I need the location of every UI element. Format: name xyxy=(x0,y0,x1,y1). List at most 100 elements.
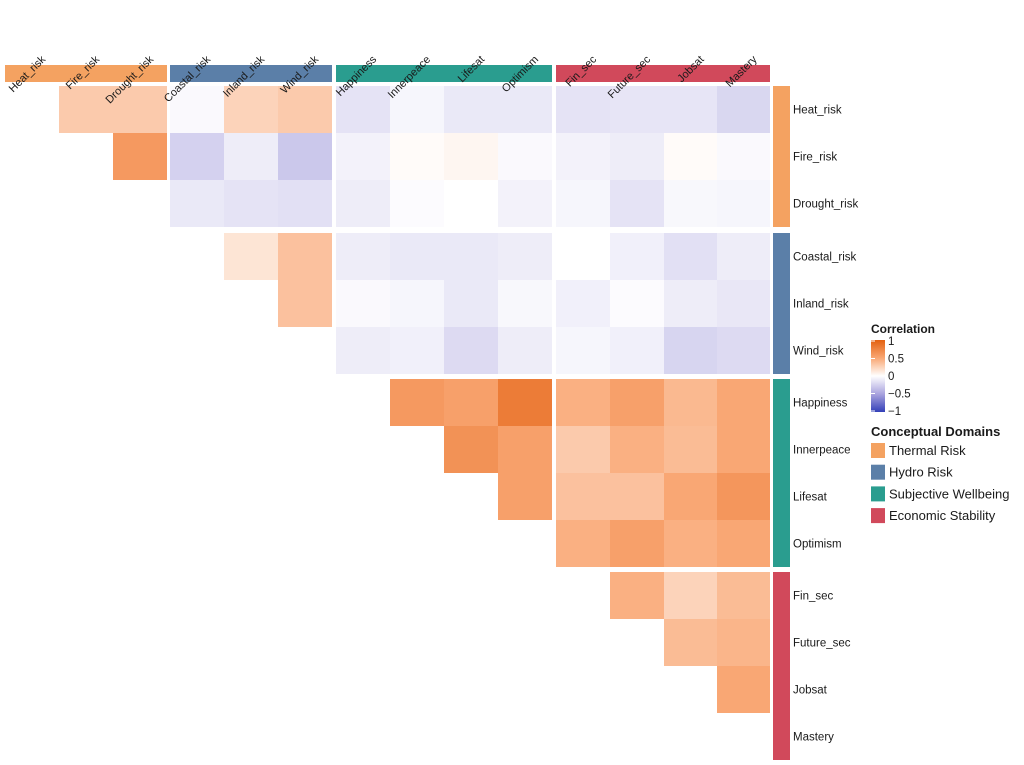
cell-Heat_risk-Mastery xyxy=(717,86,770,133)
column-domain-bar-0 xyxy=(5,65,167,82)
cell-Drought_risk-Happiness xyxy=(336,180,390,227)
cell-Lifesat-Mastery xyxy=(717,473,770,520)
cell-Jobsat-Mastery xyxy=(717,666,770,713)
cell-Happiness-Optimism xyxy=(498,379,552,426)
cell-Fin_sec-Future_sec xyxy=(610,572,664,619)
cell-Coastal_risk-Fin_sec xyxy=(556,233,610,280)
row-label: Fire_risk xyxy=(793,152,837,164)
cell-Optimism-Mastery xyxy=(717,520,770,567)
cell-Heat_risk-Optimism xyxy=(498,86,552,133)
cell-Coastal_risk-Future_sec xyxy=(610,233,664,280)
cell-Heat_risk-Fin_sec xyxy=(556,86,610,133)
row-domain-bar-2 xyxy=(773,379,790,567)
domain-legend: Conceptual Domains Thermal Risk Hydro Ris… xyxy=(871,424,1009,524)
colorbar-tick-label: 0.5 xyxy=(888,354,904,366)
cell-Fire_risk-Mastery xyxy=(717,133,770,180)
cell-Wind_risk-Mastery xyxy=(717,327,770,374)
cell-Drought_risk-Jobsat xyxy=(664,180,717,227)
row-domain-bar-1 xyxy=(773,233,790,374)
cell-Heat_risk-Future_sec xyxy=(610,86,664,133)
cell-Innerpeace-Mastery xyxy=(717,426,770,473)
row-label: Fin_sec xyxy=(793,591,834,603)
cell-Future_sec-Jobsat xyxy=(664,619,717,666)
cell-Fire_risk-Wind_risk xyxy=(278,133,332,180)
column-domain-bar-1 xyxy=(170,65,332,82)
domain-legend-label: Subjective Wellbeing xyxy=(889,486,1009,501)
cell-Drought_risk-Future_sec xyxy=(610,180,664,227)
cell-Coastal_risk-Lifesat xyxy=(444,233,498,280)
cell-Inland_risk-Innerpeace xyxy=(390,280,444,327)
cell-Fire_risk-Coastal_risk xyxy=(170,133,224,180)
cell-Fire_risk-Inland_risk xyxy=(224,133,278,180)
column-domain-bar-2 xyxy=(336,65,552,82)
correlation-legend: Correlation 1 0.5 0 −0.5 −1 xyxy=(871,322,935,418)
domain-legend-label: Economic Stability xyxy=(889,508,996,523)
cell-Lifesat-Future_sec xyxy=(610,473,664,520)
cell-Wind_risk-Innerpeace xyxy=(390,327,444,374)
cell-Heat_risk-Inland_risk xyxy=(224,86,278,133)
domain-legend-item: Thermal Risk xyxy=(871,443,966,458)
cell-Optimism-Future_sec xyxy=(610,520,664,567)
cell-Fire_risk-Happiness xyxy=(336,133,390,180)
cell-Coastal_risk-Happiness xyxy=(336,233,390,280)
cell-Drought_risk-Mastery xyxy=(717,180,770,227)
cell-Wind_risk-Happiness xyxy=(336,327,390,374)
cell-Heat_risk-Drought_risk xyxy=(113,86,167,133)
cell-Drought_risk-Optimism xyxy=(498,180,552,227)
cell-Wind_risk-Lifesat xyxy=(444,327,498,374)
cell-Inland_risk-Jobsat xyxy=(664,280,717,327)
colorbar-tick-label: −0.5 xyxy=(888,389,911,401)
cell-Happiness-Future_sec xyxy=(610,379,664,426)
row-label: Lifesat xyxy=(793,492,828,504)
row-label: Future_sec xyxy=(793,638,851,650)
cell-Wind_risk-Optimism xyxy=(498,327,552,374)
cell-Heat_risk-Wind_risk xyxy=(278,86,332,133)
cell-Coastal_risk-Innerpeace xyxy=(390,233,444,280)
row-label: Optimism xyxy=(793,539,842,551)
cell-Fire_risk-Jobsat xyxy=(664,133,717,180)
cell-Drought_risk-Inland_risk xyxy=(224,180,278,227)
cell-Future_sec-Mastery xyxy=(717,619,770,666)
cell-Inland_risk-Future_sec xyxy=(610,280,664,327)
domain-legend-label: Thermal Risk xyxy=(889,443,966,458)
cell-Innerpeace-Optimism xyxy=(498,426,552,473)
cell-Coastal_risk-Optimism xyxy=(498,233,552,280)
cell-Inland_risk-Wind_risk xyxy=(278,280,332,327)
row-label: Wind_risk xyxy=(793,346,844,358)
cell-Drought_risk-Wind_risk xyxy=(278,180,332,227)
cell-Drought_risk-Innerpeace xyxy=(390,180,444,227)
heatmap-cells xyxy=(59,86,770,713)
cell-Inland_risk-Fin_sec xyxy=(556,280,610,327)
cell-Lifesat-Jobsat xyxy=(664,473,717,520)
row-domain-bar-0 xyxy=(773,86,790,227)
cell-Fire_risk-Optimism xyxy=(498,133,552,180)
domain-legend-item: Economic Stability xyxy=(871,508,996,524)
cell-Coastal_risk-Wind_risk xyxy=(278,233,332,280)
cell-Happiness-Mastery xyxy=(717,379,770,426)
cell-Wind_risk-Fin_sec xyxy=(556,327,610,374)
cell-Fire_risk-Future_sec xyxy=(610,133,664,180)
cell-Fire_risk-Fin_sec xyxy=(556,133,610,180)
row-label: Jobsat xyxy=(793,685,828,697)
cell-Inland_risk-Mastery xyxy=(717,280,770,327)
domain-legend-label: Hydro Risk xyxy=(889,465,953,480)
cell-Fire_risk-Lifesat xyxy=(444,133,498,180)
cell-Heat_risk-Jobsat xyxy=(664,86,717,133)
cell-Happiness-Lifesat xyxy=(444,379,498,426)
row-label: Drought_risk xyxy=(793,199,858,211)
cell-Inland_risk-Lifesat xyxy=(444,280,498,327)
cell-Wind_risk-Jobsat xyxy=(664,327,717,374)
row-label: Mastery xyxy=(793,732,834,744)
cell-Fin_sec-Jobsat xyxy=(664,572,717,619)
cell-Coastal_risk-Jobsat xyxy=(664,233,717,280)
domain-legend-item: Subjective Wellbeing xyxy=(871,486,1009,502)
correlation-legend-title: Correlation xyxy=(871,322,935,336)
cell-Optimism-Fin_sec xyxy=(556,520,610,567)
cell-Inland_risk-Happiness xyxy=(336,280,390,327)
domain-legend-title: Conceptual Domains xyxy=(871,424,1000,439)
cell-Innerpeace-Lifesat xyxy=(444,426,498,473)
cell-Inland_risk-Optimism xyxy=(498,280,552,327)
cell-Lifesat-Optimism xyxy=(498,473,552,520)
cell-Coastal_risk-Inland_risk xyxy=(224,233,278,280)
